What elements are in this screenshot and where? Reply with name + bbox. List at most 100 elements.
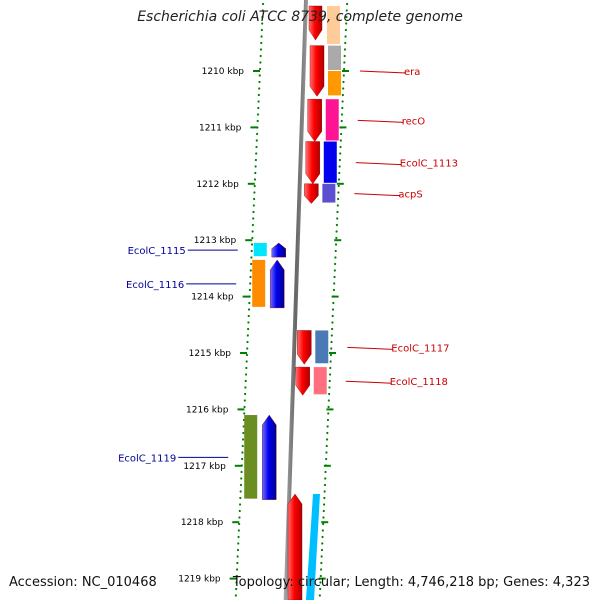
scale-dot	[256, 132, 259, 136]
gene-arrow-ecolc-1115[interactable]	[271, 242, 286, 258]
scale-dot	[331, 327, 334, 331]
scale-dot	[341, 106, 344, 110]
scale-dot	[242, 431, 245, 435]
scale-dot	[318, 594, 321, 597]
scale-dot	[327, 399, 330, 402]
scale-dot	[235, 587, 238, 591]
gene-label-ecolc-1119[interactable]: EcolC_1119	[118, 453, 176, 464]
scale-dot	[330, 340, 333, 344]
gene-label-ecolc-1116[interactable]: EcolC_1116	[126, 280, 184, 291]
scale-dot	[345, 2, 349, 6]
scale-dot	[337, 178, 341, 181]
scale-dot	[329, 353, 333, 357]
scale-dot	[326, 425, 329, 428]
scale-tick-label: 1212 kbp	[196, 180, 239, 190]
scale-dot	[323, 490, 326, 493]
scale-dot	[253, 184, 256, 188]
scale-dot	[320, 548, 324, 552]
gene-label-leader	[355, 162, 402, 166]
scale-dot	[240, 477, 243, 480]
scale-dot	[246, 347, 249, 350]
scale-dot	[248, 288, 252, 292]
scale-tick-label: 1215 kbp	[189, 349, 232, 359]
gene-arrow-partial-top[interactable]	[308, 5, 323, 41]
scale-dot	[331, 314, 334, 318]
scale-dot	[341, 93, 344, 97]
gene-class-bar	[313, 367, 327, 395]
scale-dot	[256, 113, 260, 116]
scale-dot	[254, 171, 257, 175]
scale-tick-label: 1219 kbp	[178, 575, 221, 585]
scale-dot	[257, 106, 260, 110]
gene-label-reco[interactable]: recO	[402, 116, 426, 127]
gene-class-bar	[252, 259, 266, 307]
gene-arrow-ecolc-1113[interactable]	[305, 141, 320, 185]
scale-dot	[241, 444, 244, 448]
scale-dot	[251, 236, 254, 240]
scale-dot	[247, 327, 250, 331]
gene-arrow-reco[interactable]	[307, 98, 322, 142]
scale-dot	[245, 366, 248, 370]
scale-dot	[250, 249, 253, 253]
scale-dot	[250, 243, 254, 246]
topology-text: Topology: circular; Length: 4,746,218 bp…	[232, 575, 590, 590]
scale-dot	[248, 301, 251, 305]
map-title: Escherichia coli ATCC 8739, complete gen…	[137, 9, 463, 25]
scale-dot	[259, 61, 262, 64]
gene-label-era[interactable]: era	[404, 67, 420, 78]
scale-dot	[254, 158, 258, 162]
scale-dot	[334, 256, 337, 259]
scale-dot	[345, 22, 348, 25]
scale-dot	[261, 15, 264, 19]
gene-arrow-ecolc-1118[interactable]	[295, 366, 310, 396]
gene-arrow-ecolc-1119[interactable]	[262, 414, 277, 500]
gene-class-bar	[253, 243, 267, 257]
gene-arrow-ecolc-1117[interactable]	[297, 330, 312, 365]
scale-dot	[319, 581, 322, 584]
scale-dot	[319, 574, 322, 578]
gene-class-bar	[328, 45, 341, 70]
genome-backbone	[283, 0, 308, 600]
scale-dot	[327, 405, 330, 409]
scale-dot	[249, 275, 252, 279]
gene-arrow-acps[interactable]	[304, 183, 319, 204]
scale-dot	[335, 236, 338, 240]
scale-dot	[252, 204, 255, 207]
gene-label-ecolc-1118[interactable]: EcolC_1118	[390, 377, 448, 388]
scale-tick-label: 1210 kbp	[202, 67, 245, 77]
scale-dot	[331, 308, 335, 311]
scale-dot	[258, 67, 262, 71]
scale-dot	[244, 386, 247, 389]
scale-dot	[334, 249, 337, 253]
scale-dot	[344, 41, 347, 45]
gene-arrow-ecolc-1116[interactable]	[270, 259, 285, 309]
scale-dot	[260, 28, 263, 32]
gene-label-ecolc-1113[interactable]: EcolC_1113	[400, 159, 458, 170]
scale-dot	[238, 509, 241, 513]
gene-label-ecolc-1117[interactable]: EcolC_1117	[391, 343, 449, 354]
gene-class-bar	[327, 6, 340, 44]
gene-label-leader	[345, 380, 392, 384]
scale-dot	[244, 373, 248, 376]
scale-dot	[239, 483, 243, 487]
gene-class-bar	[306, 494, 320, 600]
scale-dot	[255, 145, 258, 149]
scale-dot	[333, 275, 336, 279]
gene-class-bar	[328, 71, 341, 96]
scale-dot	[345, 15, 348, 19]
scale-dot	[240, 470, 243, 474]
scale-dot	[321, 542, 324, 545]
gene-label-ecolc-1115[interactable]: EcolC_1115	[128, 246, 186, 257]
scale-dot	[336, 204, 339, 207]
gene-label-acps[interactable]: acpS	[398, 190, 422, 201]
gene-arrow-era[interactable]	[309, 45, 325, 97]
scale-dot	[340, 132, 343, 136]
scale-dot	[252, 217, 255, 220]
scale-dot	[252, 210, 255, 214]
scale-dot	[340, 119, 343, 123]
scale-dot	[236, 548, 240, 552]
scale-dot	[241, 457, 244, 461]
scale-dot	[249, 269, 252, 272]
scale-dot	[241, 438, 245, 441]
